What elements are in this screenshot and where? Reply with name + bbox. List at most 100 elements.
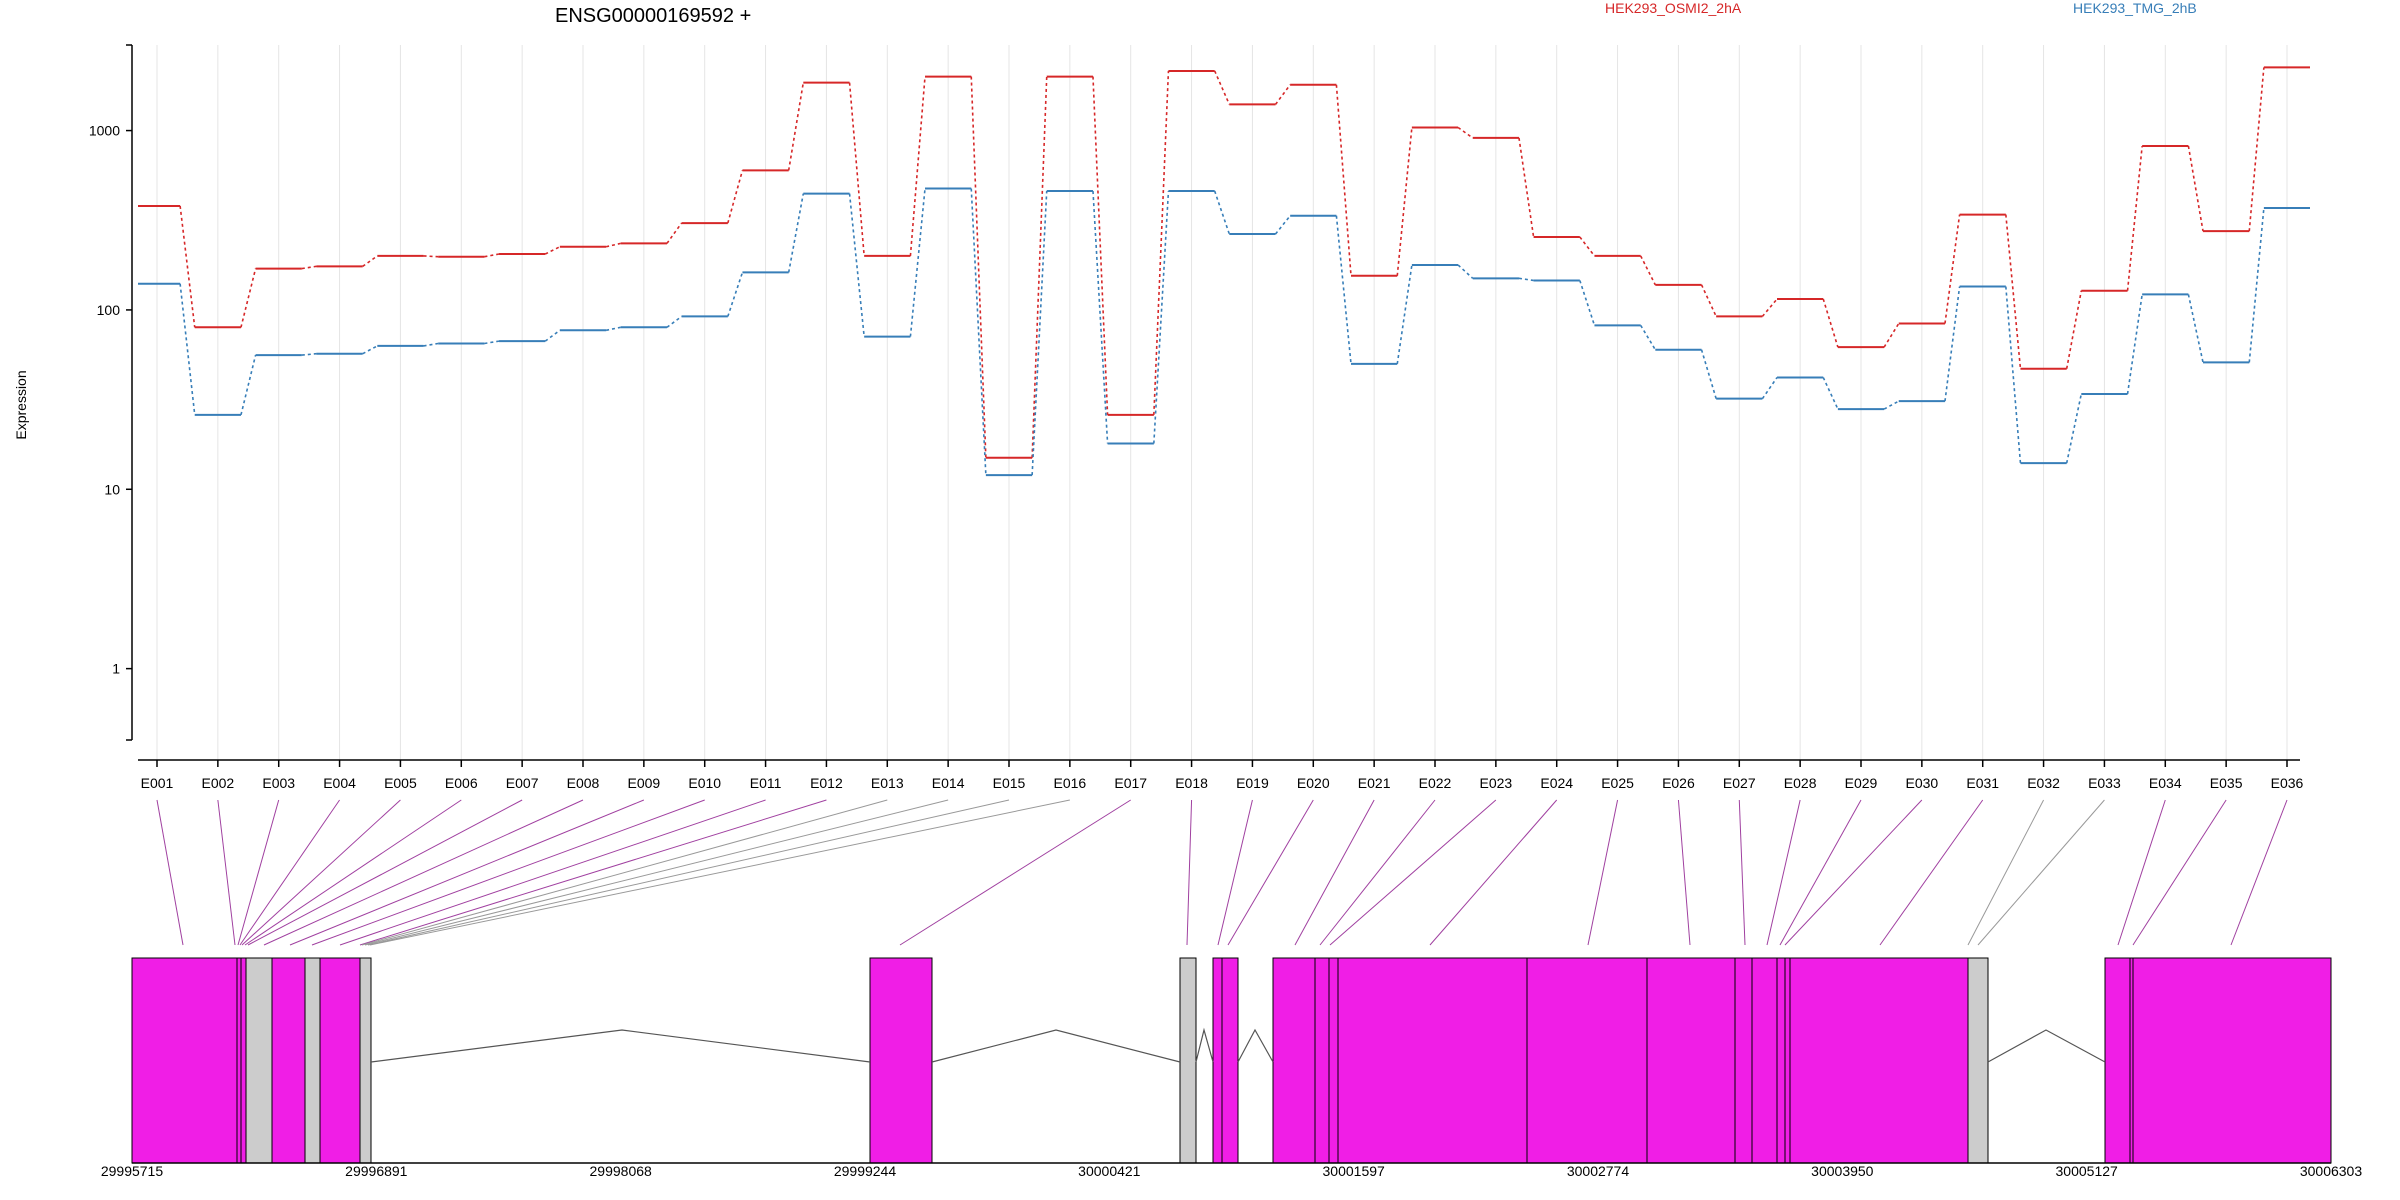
connector-e001 — [179, 283, 196, 415]
connector-e022 — [1457, 126, 1474, 139]
series-osmi2 — [138, 66, 2310, 459]
connector-e021 — [1396, 127, 1413, 276]
connector-e013 — [909, 76, 926, 256]
genomic-position-axis: 29995715 29996891 29998068 29999244 30000421… — [101, 1162, 2362, 1179]
exon-block-7 — [319, 957, 361, 1164]
connector-e003 — [301, 265, 317, 270]
exon-block-24 — [1967, 957, 1989, 1164]
legend-entry-tmg: HEK293_TMG_2hB — [2073, 0, 2197, 16]
exon-label-e026: E026 — [1662, 775, 1695, 791]
connector-line-e033 — [1977, 799, 2105, 946]
y-tick-label-1: 1 — [112, 661, 120, 677]
connector-line-e034 — [2117, 799, 2166, 946]
connector-line-e029 — [1779, 799, 1862, 946]
exon-label-e020: E020 — [1297, 775, 1330, 791]
connector-line-e008 — [263, 799, 584, 946]
exon-label-e007: E007 — [506, 775, 539, 791]
connector-line-e010 — [311, 799, 705, 946]
connector-line-e035 — [2132, 799, 2227, 946]
x-axis: E001 E002 E003 E004 E005 E006 E007 E008 E009 E010… — [138, 759, 2304, 791]
exon-label-e014: E014 — [932, 775, 965, 791]
connector-e032 — [2065, 393, 2083, 464]
connector-line-e017 — [899, 799, 1131, 946]
chart-title: ENSG00000169592 + — [555, 5, 751, 27]
y-axis-label: Expression — [13, 370, 29, 439]
exon-block-13 — [1272, 957, 1316, 1164]
intron-5 — [1987, 1029, 2106, 1063]
exon-label-e005: E005 — [384, 775, 417, 791]
connector-line-e028 — [1766, 799, 1801, 946]
connector-e033 — [2126, 294, 2143, 395]
exon-block-5 — [271, 957, 306, 1164]
connector-e019 — [1274, 215, 1291, 235]
connector-e027 — [1761, 298, 1778, 317]
exon-label-e034: E034 — [2149, 775, 2182, 791]
connector-e029 — [1883, 400, 1900, 410]
exon-block-18 — [1646, 957, 1736, 1164]
connector-line-e030 — [1784, 799, 1923, 946]
connector-e007 — [544, 329, 561, 342]
vertical-gridlines — [156, 45, 2288, 760]
connector-e014 — [970, 188, 987, 476]
connector-e020 — [1335, 84, 1352, 276]
connector-e032 — [2065, 290, 2083, 369]
genomic-tick-30005127: 30005127 — [2056, 1163, 2119, 1179]
exon-label-e013: E013 — [871, 775, 904, 791]
connector-e029 — [1883, 323, 1900, 348]
exon-label-e032: E032 — [2027, 775, 2060, 791]
connector-e005 — [423, 255, 439, 258]
exon-label-e003: E003 — [262, 775, 295, 791]
connector-e024 — [1579, 236, 1596, 257]
connector-line-e014 — [364, 799, 949, 946]
exon-label-e029: E029 — [1845, 775, 1878, 791]
connector-e025 — [1639, 255, 1657, 286]
intron-3 — [1195, 1027, 1214, 1063]
exon-connectors — [156, 799, 2288, 946]
connector-e034 — [2187, 145, 2204, 232]
exon-label-e010: E010 — [688, 775, 721, 791]
exon-label-e036: E036 — [2271, 775, 2304, 791]
connector-line-e020 — [1227, 799, 1314, 946]
exon-block-25 — [2104, 957, 2131, 1164]
connector-e031 — [2005, 214, 2022, 369]
genomic-tick-29996891: 29996891 — [345, 1163, 408, 1179]
exon-block-27 — [2132, 957, 2332, 1164]
genomic-tick-29999244: 29999244 — [834, 1163, 897, 1179]
connector-line-e012 — [359, 799, 827, 946]
connector-line-e013 — [361, 799, 888, 946]
connector-e016 — [1092, 191, 1109, 444]
connector-e010 — [727, 272, 744, 317]
connector-e030 — [1944, 286, 1961, 402]
connector-e015 — [1031, 76, 1048, 458]
exon-label-e002: E002 — [202, 775, 235, 791]
connector-e024 — [1579, 280, 1596, 326]
genomic-tick-30000421: 30000421 — [1078, 1163, 1141, 1179]
genomic-tick-30001597: 30001597 — [1323, 1163, 1386, 1179]
connector-e019 — [1274, 84, 1291, 105]
connector-line-e023 — [1329, 799, 1497, 946]
connector-line-e001 — [156, 799, 184, 946]
legend-entry-osmi2: HEK293_OSMI2_2hA — [1605, 0, 1742, 16]
exon-label-e015: E015 — [993, 775, 1026, 791]
connector-line-e005 — [241, 799, 401, 946]
connector-e022 — [1457, 264, 1474, 279]
connector-e013 — [909, 188, 926, 337]
exon-block-4 — [245, 957, 273, 1164]
exon-block-6 — [304, 957, 321, 1164]
exon-block-9 — [869, 957, 933, 1164]
exon-block-11 — [1212, 957, 1223, 1164]
connector-line-e004 — [239, 799, 340, 946]
connector-e002 — [240, 268, 257, 328]
connector-e014 — [970, 76, 987, 458]
connector-e003 — [301, 352, 317, 356]
connector-e020 — [1335, 215, 1352, 364]
connector-line-e021 — [1294, 799, 1375, 946]
connector-e017 — [1153, 191, 1170, 444]
exon-label-e006: E006 — [445, 775, 478, 791]
gene-model — [131, 957, 2332, 1164]
exon-block-8 — [359, 957, 372, 1164]
exon-block-16 — [1337, 957, 1528, 1164]
y-tick-label-1000: 1000 — [89, 123, 120, 139]
connector-e035 — [2248, 207, 2265, 363]
